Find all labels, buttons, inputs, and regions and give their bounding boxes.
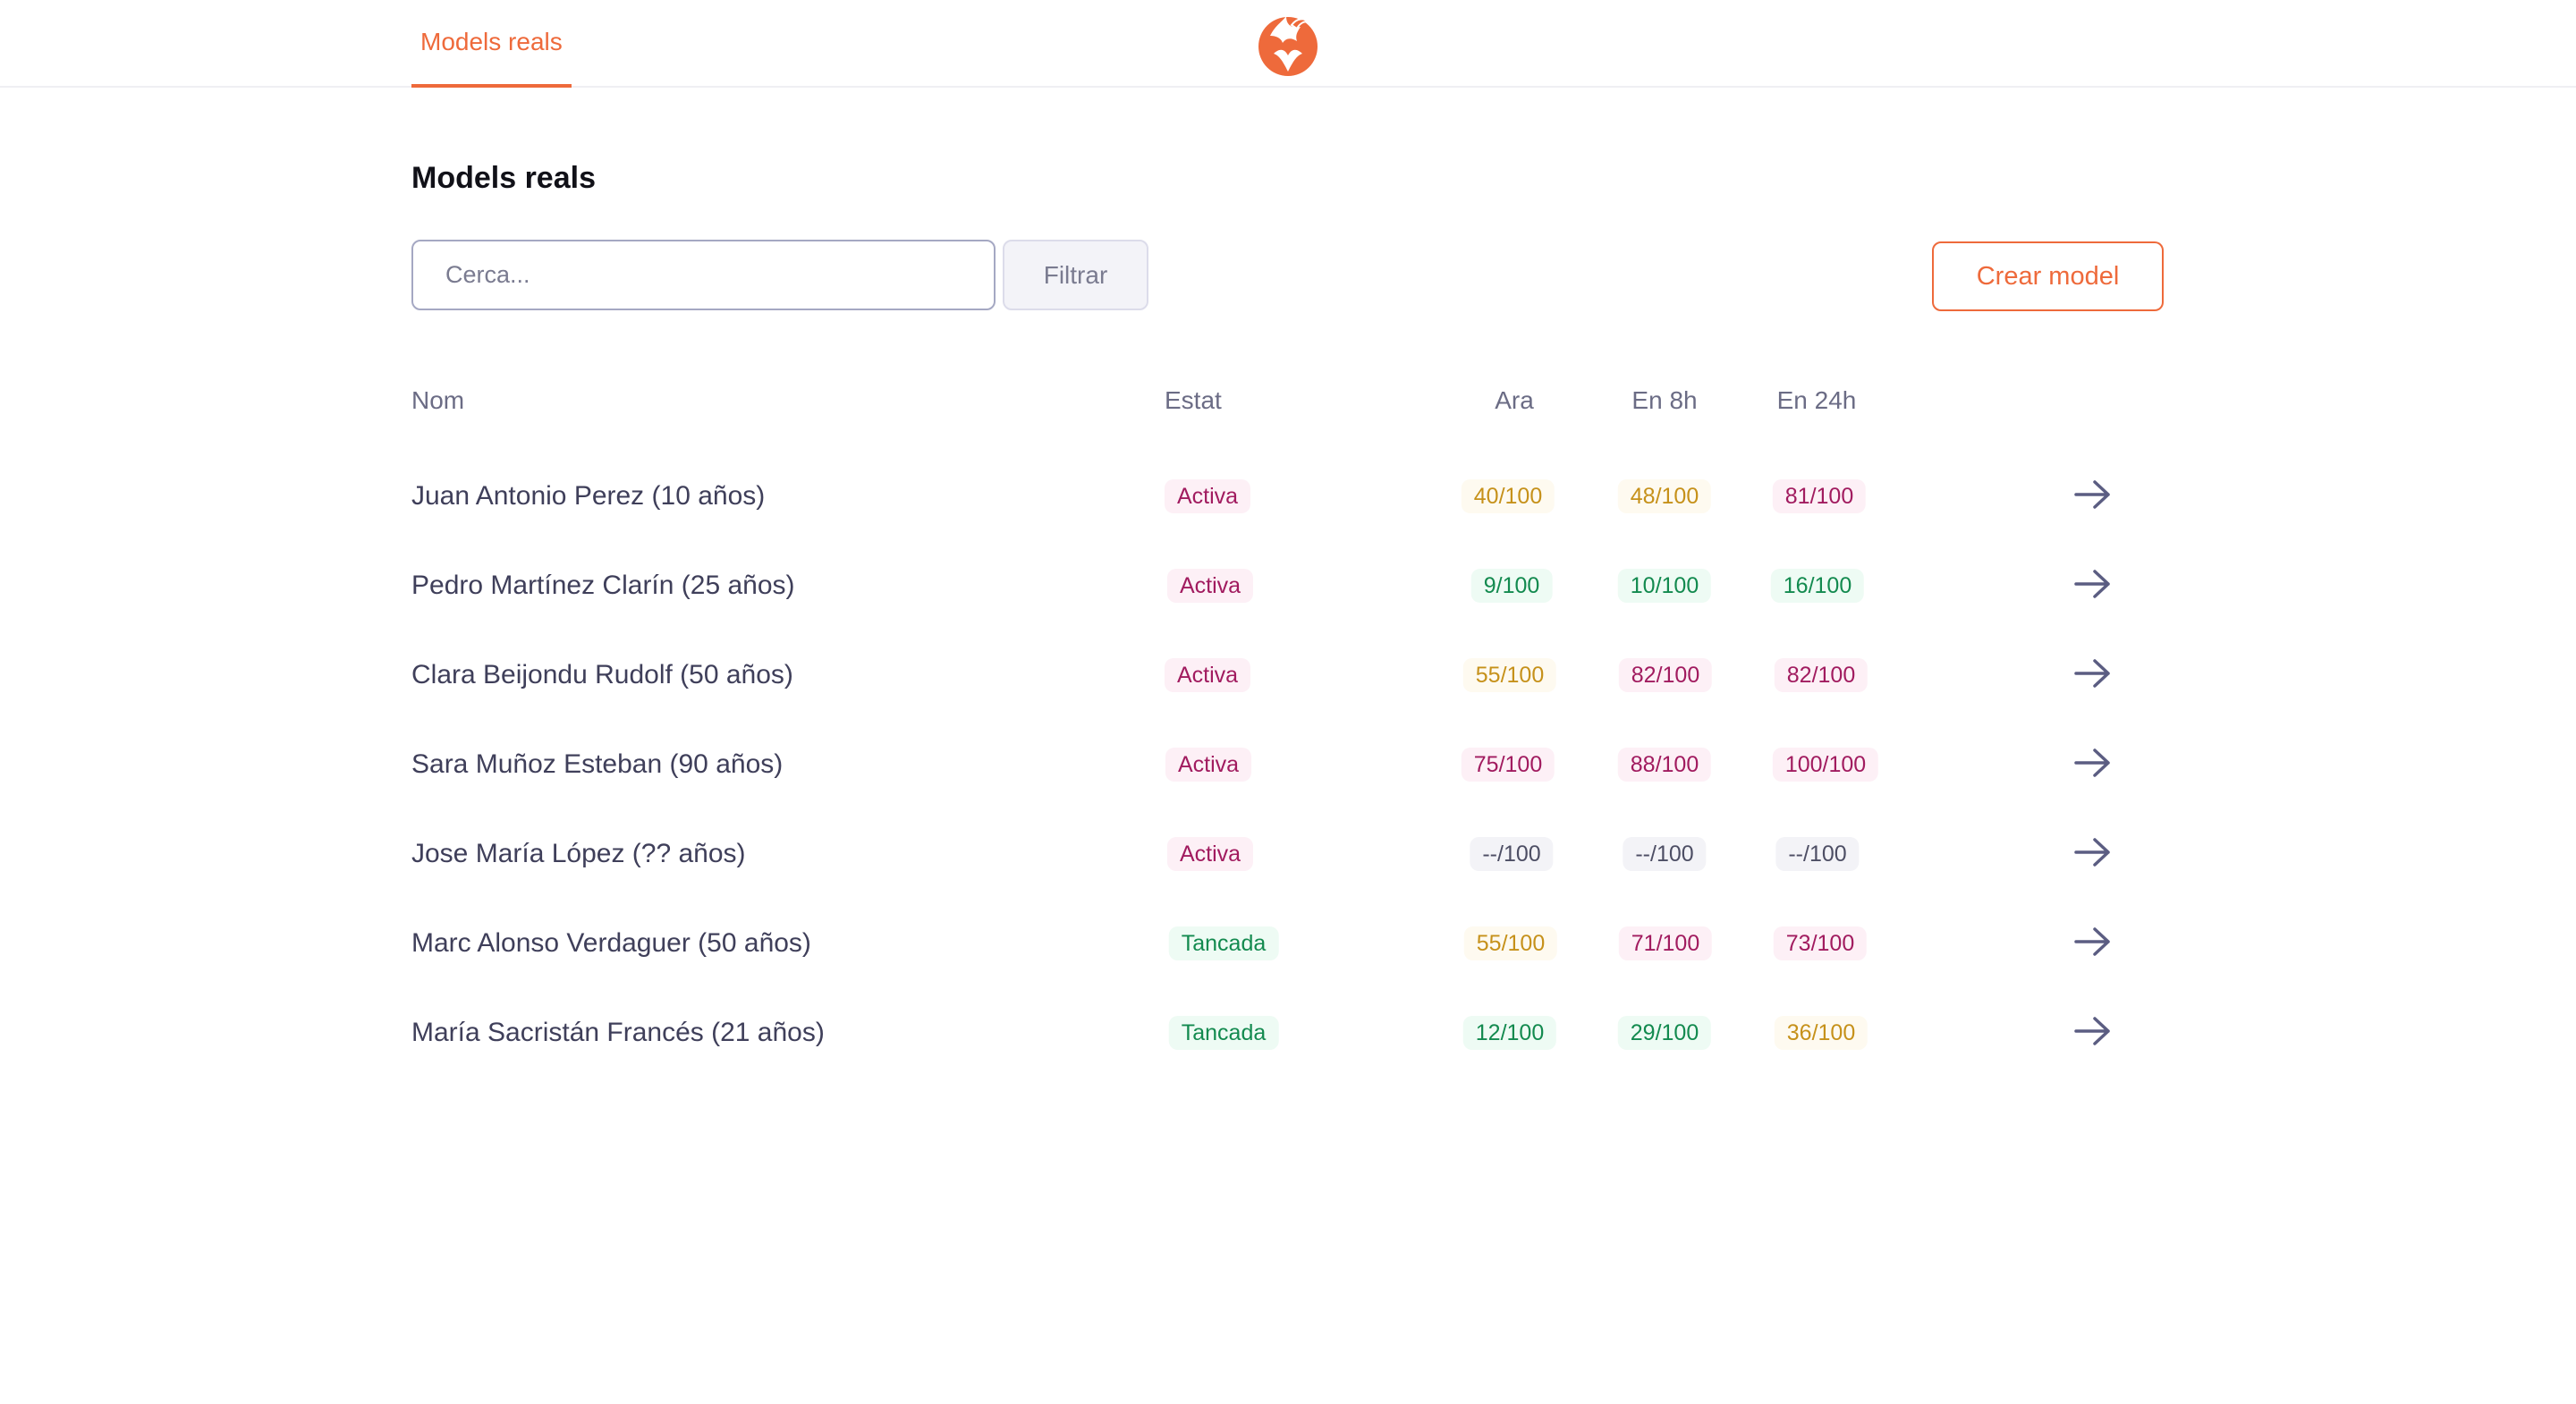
phoenix-logo-icon[interactable] [1256,9,1320,79]
score-24h-badge: --/100 [1775,837,1860,871]
column-header-en-24h: En 24h [1776,386,1857,414]
model-name: Clara Beijondu Rudolf (50 años) [411,660,793,689]
create-model-button[interactable]: Crear model [1932,241,2164,311]
page-title: Models reals [411,161,596,195]
model-name: María Sacristán Francés (21 años) [411,1018,825,1047]
score-24h-badge: 36/100 [1774,1016,1868,1050]
arrow-right-icon[interactable] [2073,926,2113,958]
status-badge: Tancada [1168,926,1279,960]
score-now-badge: 9/100 [1470,569,1553,603]
score-8h-badge: --/100 [1623,837,1707,871]
score-8h-badge: 10/100 [1617,569,1712,603]
model-name: Sara Muñoz Esteban (90 años) [411,749,784,779]
arrow-right-icon[interactable] [2073,568,2113,600]
model-name: Marc Alonso Verdaguer (50 años) [411,928,811,958]
table-row: Jose María López (?? años) Activa --/100… [0,809,2576,899]
score-now-badge: --/100 [1470,837,1554,871]
score-now-badge: 75/100 [1461,748,1555,782]
model-name: Jose María López (?? años) [411,839,746,868]
table-row: Juan Antonio Perez (10 años) Activa 40/1… [0,452,2576,541]
score-8h-badge: 29/100 [1617,1016,1712,1050]
column-header-ara: Ara [1495,386,1534,414]
score-8h-badge: 48/100 [1617,479,1712,513]
model-name: Juan Antonio Perez (10 años) [411,481,766,511]
score-now-badge: 55/100 [1463,926,1558,960]
nav-tab-label: Models reals [420,28,563,55]
arrow-right-icon[interactable] [2073,1015,2113,1047]
status-badge: Activa [1164,479,1251,513]
score-now-badge: 40/100 [1461,479,1555,513]
score-now-badge: 12/100 [1462,1016,1557,1050]
score-8h-badge: 88/100 [1617,748,1712,782]
score-now-badge: 55/100 [1462,658,1557,692]
score-24h-badge: 82/100 [1774,658,1868,692]
search-input[interactable] [411,240,996,310]
status-badge: Activa [1164,658,1251,692]
score-24h-badge: 73/100 [1773,926,1868,960]
table-row: Clara Beijondu Rudolf (50 años) Activa 5… [0,630,2576,720]
column-header-estat: Estat [1165,386,1222,414]
column-header-nom: Nom [411,386,465,414]
nav-tab-models-reals[interactable]: Models reals [411,0,572,88]
arrow-right-icon[interactable] [2073,836,2113,868]
status-badge: Activa [1166,569,1254,603]
column-header-en-8h: En 8h [1631,386,1698,414]
table-row: Pedro Martínez Clarín (25 años) Activa 9… [0,541,2576,630]
arrow-right-icon[interactable] [2073,657,2113,689]
table-row: María Sacristán Francés (21 años) Tancad… [0,988,2576,1078]
status-badge: Activa [1165,748,1252,782]
top-navbar: Models reals [0,0,2576,88]
arrow-right-icon[interactable] [2073,478,2113,511]
filter-button[interactable]: Filtrar [1003,240,1148,310]
score-24h-badge: 81/100 [1772,479,1867,513]
score-8h-badge: 71/100 [1618,926,1713,960]
score-8h-badge: 82/100 [1618,658,1713,692]
model-name: Pedro Martínez Clarín (25 años) [411,571,795,600]
score-24h-badge: 100/100 [1772,748,1879,782]
status-badge: Activa [1166,837,1254,871]
table-row: Sara Muñoz Esteban (90 años) Activa 75/1… [0,720,2576,809]
score-24h-badge: 16/100 [1770,569,1865,603]
table-row: Marc Alonso Verdaguer (50 años) Tancada … [0,899,2576,988]
status-badge: Tancada [1168,1016,1279,1050]
arrow-right-icon[interactable] [2073,747,2113,779]
